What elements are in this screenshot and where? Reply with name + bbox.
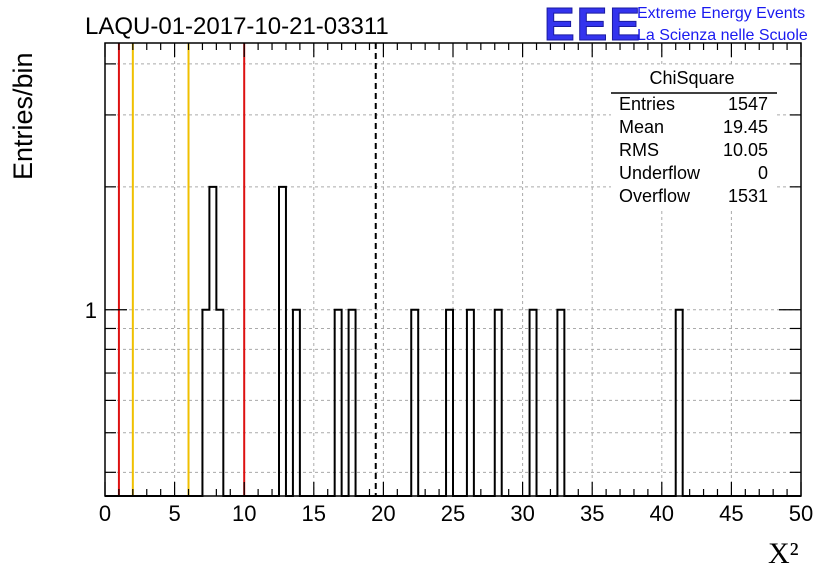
histogram-bin <box>411 310 418 496</box>
histogram-bin <box>335 310 342 496</box>
histogram-bin <box>467 310 474 496</box>
stats-row-value: 1547 <box>728 94 768 114</box>
stats-row-label: Entries <box>619 94 675 114</box>
histogram-bin <box>202 310 209 496</box>
chart-title: LAQU-01-2017-10-21-03311 <box>85 13 389 40</box>
x-tick-label: 0 <box>99 501 111 526</box>
x-tick-label: 35 <box>580 501 604 526</box>
histogram-bin <box>349 310 356 496</box>
x-tick-label: 45 <box>719 501 743 526</box>
x-tick-label: 25 <box>441 501 465 526</box>
y-axis-tick-labels: 1 <box>85 298 97 323</box>
histogram-bins <box>202 187 682 496</box>
x-tick-label: 30 <box>510 501 534 526</box>
x-tick-label: 40 <box>650 501 674 526</box>
y-tick-label: 1 <box>85 298 97 323</box>
x-axis-label: X² <box>768 537 799 570</box>
stats-box-title: ChiSquare <box>649 68 734 88</box>
eee-logo-line1: Extreme Energy Events <box>637 5 805 22</box>
x-tick-label: 20 <box>371 501 395 526</box>
x-tick-label: 5 <box>168 501 180 526</box>
stats-row-value: 19.45 <box>723 117 768 137</box>
stats-row-value: 0 <box>758 163 768 183</box>
histogram-bin <box>446 310 453 496</box>
stats-row-label: Mean <box>619 117 664 137</box>
histogram-step-line <box>105 185 801 497</box>
reference-lines <box>117 43 377 496</box>
x-tick-label: 10 <box>232 501 256 526</box>
eee-logo-line2: La Scienza nelle Scuole <box>637 27 808 44</box>
eee-logo-text: EEE <box>544 0 642 50</box>
histogram-bin <box>495 310 502 496</box>
histogram-bin <box>293 310 300 496</box>
x-axis-ticks <box>104 43 802 496</box>
y-axis-label: Entries/bin <box>8 52 38 180</box>
histogram-bin <box>557 310 564 496</box>
eee-logo: EEE Extreme Energy Events La Scienza nel… <box>544 0 808 51</box>
stats-row-value: 10.05 <box>723 140 768 160</box>
stats-row-label: Overflow <box>619 186 691 206</box>
x-axis-tick-labels: 0 5 10 15 20 25 30 35 40 45 50 <box>99 501 813 526</box>
x-tick-label: 50 <box>789 501 813 526</box>
histogram-bin <box>279 187 286 496</box>
stats-box-background <box>611 65 774 210</box>
histogram-bin <box>216 310 223 496</box>
stats-row-label: Underflow <box>619 163 701 183</box>
histogram-bin <box>209 187 216 496</box>
stats-row-value: 1531 <box>728 186 768 206</box>
y-axis-ticks <box>105 63 801 473</box>
histogram-bin <box>676 310 683 496</box>
x-tick-label: 15 <box>302 501 326 526</box>
stats-box: ChiSquare Entries 1547 Mean 19.45 RMS 10.05 Un… <box>611 65 777 210</box>
stats-row-label: RMS <box>619 140 659 160</box>
stats-box-rows: Entries 1547 Mean 19.45 RMS 10.05 Underflow 0 Ov… <box>619 94 768 206</box>
histogram-bin <box>530 310 537 496</box>
